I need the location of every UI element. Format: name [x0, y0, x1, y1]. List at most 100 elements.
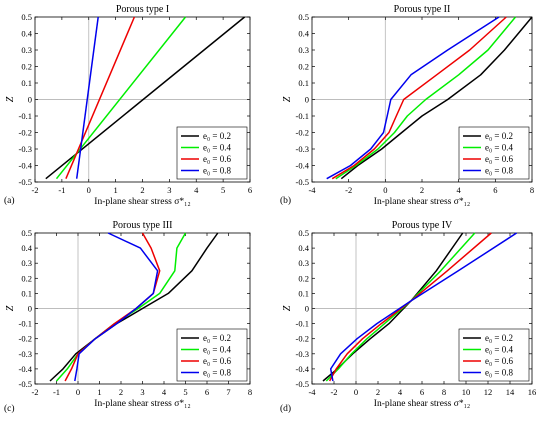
y-tick-label: 0.2: [21, 273, 32, 283]
y-tick-label: -0.1: [19, 319, 32, 329]
series-line-3: [65, 16, 136, 179]
y-tick-label: 0.2: [21, 62, 32, 72]
y-tick-label: 0.3: [21, 258, 32, 268]
y-tick-label: 0.5: [21, 12, 32, 22]
panel-4: -4 -2 0 2 4 6 8 10 12 14 16 0.5 0.4 0.3 0.2 0.1 0 -0.1 -0.…: [280, 220, 536, 414]
legend: e₀ = 0.2 e₀ = 0.4e₀ = 0.6 e₀ = 0.8: [458, 328, 530, 382]
legend: e₀ = 0.2 e₀ = 0.4e₀ = 0.6 e₀ = 0.8: [176, 126, 248, 180]
x-axis-label: In-plane shear stress σ*₁₂: [94, 399, 190, 409]
y-tick-label: -0.3: [19, 144, 32, 154]
x-tick-label: -4: [308, 185, 316, 195]
y-tick-label: 0.1: [21, 78, 32, 88]
y-tick-label: -0.1: [19, 111, 32, 121]
y-tick-label: 0.5: [298, 228, 309, 238]
y-tick-label: 0.4: [298, 243, 309, 253]
x-tick-label: 6: [248, 185, 252, 195]
y-tick-label: -0.5: [296, 379, 309, 389]
x-axis-label: In-plane shear stress σ*₁₂: [94, 197, 190, 207]
y-tick-label: 0.1: [21, 288, 32, 298]
y-tick-label: 0.3: [298, 258, 309, 268]
x-tick-label: -1: [58, 185, 65, 195]
y-axis-label: Z: [5, 305, 16, 311]
legend-label: e₀ = 0.8: [485, 368, 513, 378]
x-tick-label: 0: [354, 387, 358, 397]
series-line-3: [331, 16, 507, 180]
x-tick-label: 7: [226, 387, 230, 397]
x-tick-label: 10: [462, 387, 471, 397]
x-axis-label: In-plane shear stress σ*₁₂: [374, 399, 470, 409]
series-line-2: [325, 232, 476, 382]
legend-label: e₀ = 0.6: [485, 356, 513, 366]
x-tick-label: -2: [31, 387, 38, 397]
y-tick-label: 0.2: [298, 273, 309, 283]
y-tick-label: 0.1: [298, 78, 309, 88]
x-tick-label: 1: [97, 387, 101, 397]
y-tick-label: -0.5: [19, 379, 32, 389]
legend-label: e₀ = 0.2: [485, 333, 513, 343]
y-tick-label: 0.1: [298, 288, 309, 298]
y-tick-label: -0.1: [296, 319, 309, 329]
legend-label: e₀ = 0.4: [203, 345, 231, 355]
x-tick-label: 4: [162, 387, 167, 397]
x-tick-label: 4: [398, 387, 403, 397]
x-tick-label: 16: [528, 387, 537, 397]
series-line-1: [340, 16, 533, 180]
x-tick-label: -2: [31, 185, 38, 195]
y-axis-label: Z: [282, 96, 293, 102]
x-tick-label: 3: [140, 387, 144, 397]
legend-label: e₀ = 0.6: [203, 154, 231, 164]
x-tick-label: 12: [484, 387, 493, 397]
y-tick-label: 0.4: [21, 243, 32, 253]
y-axis-label: Z: [5, 96, 16, 102]
x-tick-label: 6: [493, 185, 497, 195]
x-tick-label: -1: [53, 387, 60, 397]
y-tick-label: 0.4: [21, 29, 32, 39]
x-tick-label: 3: [167, 185, 171, 195]
y-tick-label: -0.5: [296, 177, 309, 187]
y-axis-label: Z: [282, 305, 293, 311]
y-tick-label: 0: [305, 304, 309, 314]
series-line-4: [326, 16, 500, 180]
x-tick-label: 2: [119, 387, 123, 397]
x-tick-label: 4: [194, 185, 199, 195]
y-tick-label: -0.4: [296, 161, 310, 171]
legend-label: e₀ = 0.2: [485, 131, 513, 141]
y-tick-label: -0.3: [296, 144, 309, 154]
legend-label: e₀ = 0.8: [203, 368, 231, 378]
panel-2: -4 -2 0 2 4 6 8 0.5 0.4 0.3 0.2 0.1 0 -0.1 -0.2 -0.3 -0.…: [280, 4, 534, 207]
panel-3: -2 -1 0 1 2 3 4 5 6 7 8 0.5 0.4 0.3 0.2 0.1 0 -0.1 -0.2 -0.…: [4, 220, 252, 414]
legend-label: e₀ = 0.8: [485, 166, 513, 176]
x-tick-label: 2: [420, 185, 424, 195]
x-tick-label: 0: [76, 387, 80, 397]
x-tick-label: 2: [376, 387, 380, 397]
y-tick-label: -0.4: [296, 364, 310, 374]
x-tick-label: -4: [308, 387, 316, 397]
x-axis-label: In-plane shear stress σ*₁₂: [374, 197, 470, 207]
x-tick-label: 6: [205, 387, 209, 397]
y-tick-label: 0.2: [298, 62, 309, 72]
x-tick-label: 8: [248, 387, 252, 397]
y-tick-label: 0: [305, 95, 309, 105]
y-tick-label: 0.4: [298, 29, 309, 39]
x-tick-label: 2: [140, 185, 144, 195]
y-tick-label: -0.3: [296, 349, 309, 359]
y-tick-label: 0.5: [298, 12, 309, 22]
x-tick-label: 5: [221, 185, 225, 195]
x-tick-label: 0: [87, 185, 91, 195]
legend-label: e₀ = 0.6: [203, 356, 231, 366]
y-tick-label: 0.3: [298, 45, 309, 55]
x-tick-label: -2: [330, 387, 337, 397]
y-tick-label: -0.2: [19, 334, 32, 344]
panel-label: (c): [4, 403, 15, 414]
y-tick-label: 0.3: [21, 45, 32, 55]
legend: e₀ = 0.2 e₀ = 0.4e₀ = 0.6 e₀ = 0.8: [458, 126, 530, 180]
panel-title: Porous type II: [394, 4, 451, 15]
y-tick-label: -0.2: [296, 334, 309, 344]
panel-1: -2 -1 0 1 2 3 4 5 6 0.5 0.4 0.3 0.2 0.1 0 -0.1 -0.2 -0.3 -…: [4, 4, 252, 207]
panel-title: Porous type III: [113, 220, 173, 231]
series-line-3: [328, 232, 492, 382]
x-tick-label: 1: [114, 185, 118, 195]
x-tick-label: 5: [183, 387, 187, 397]
x-tick-label: 14: [506, 387, 515, 397]
